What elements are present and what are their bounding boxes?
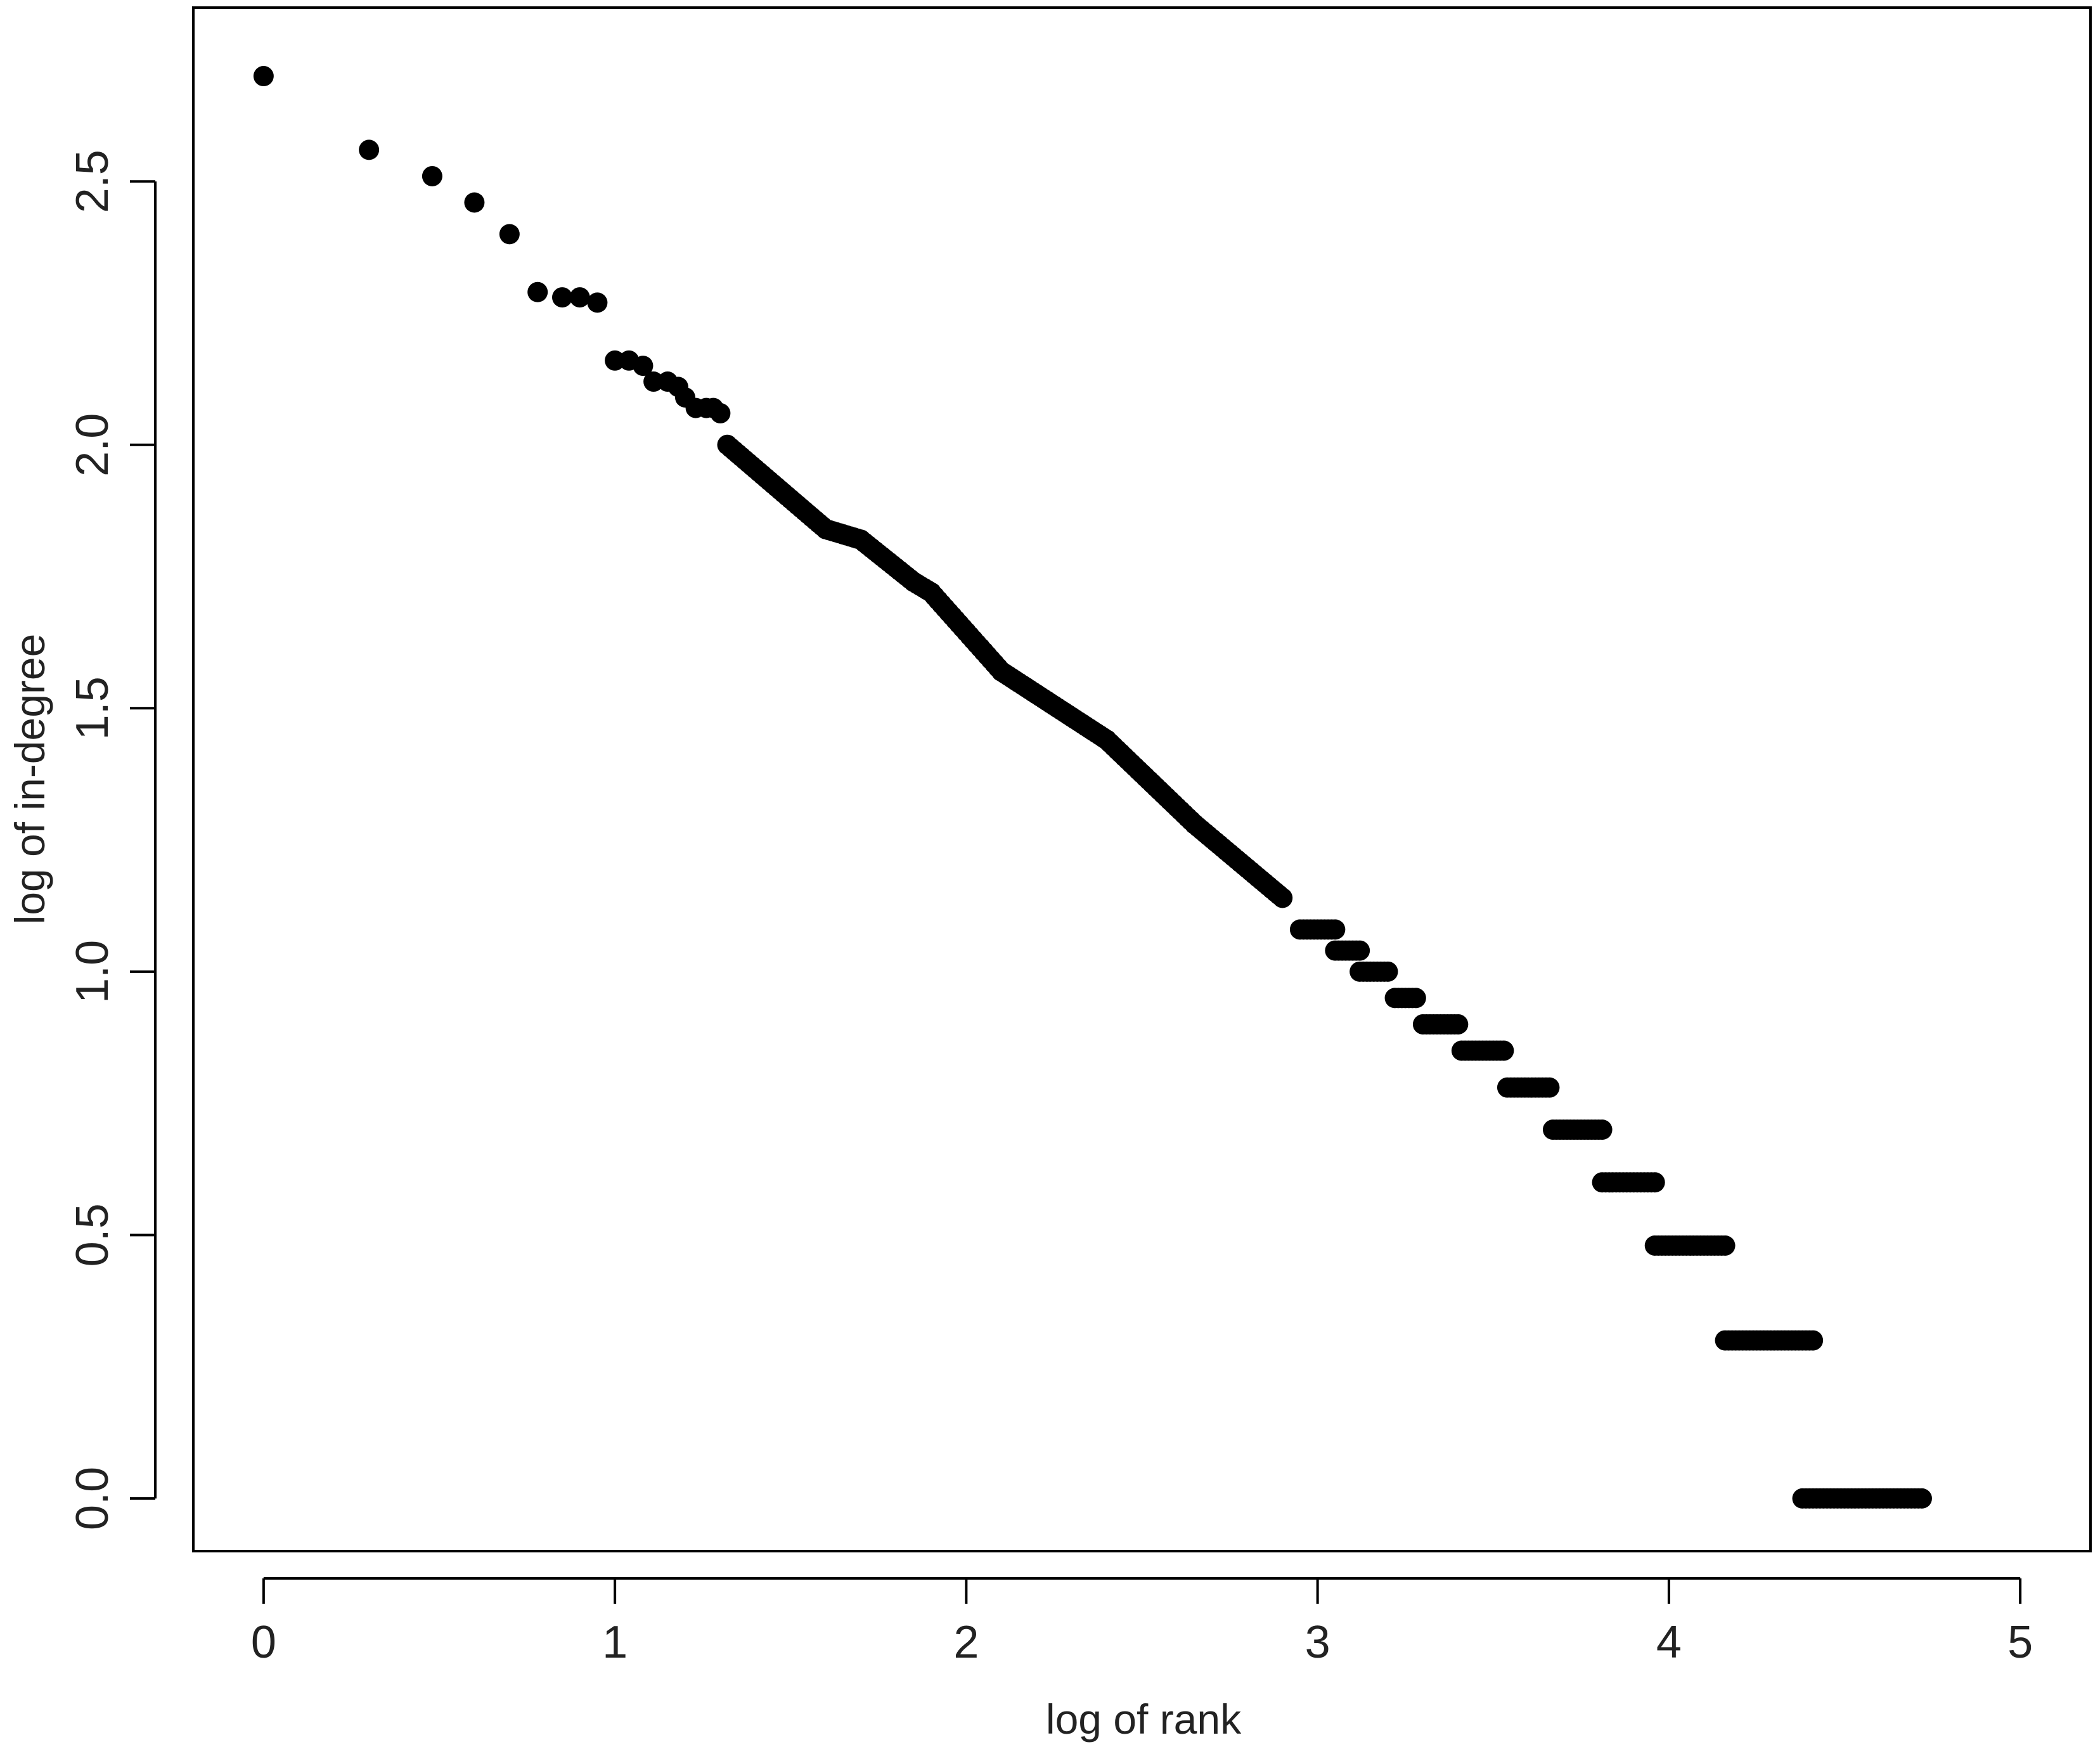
x-tick-label: 2 — [953, 1617, 979, 1668]
x-axis-label: log of rank — [1046, 1696, 1242, 1743]
data-point — [605, 350, 626, 371]
data-point — [710, 403, 731, 423]
data-point — [587, 292, 608, 313]
data-point — [1405, 988, 1426, 1009]
y-tick-label: 2.0 — [67, 413, 118, 477]
x-tick-label: 5 — [2007, 1617, 2033, 1668]
data-point — [1350, 940, 1370, 961]
data-point — [359, 139, 380, 160]
data-point — [569, 287, 590, 308]
data-point — [633, 356, 654, 377]
x-axis: 0 1 2 3 4 5 — [251, 1577, 2033, 1668]
data-point — [1911, 1488, 1932, 1509]
data-point — [499, 224, 520, 245]
data-point — [1539, 1077, 1560, 1098]
y-tick-label: 2.5 — [67, 150, 118, 213]
x-tick-label: 3 — [1305, 1617, 1330, 1668]
data-point — [1448, 1014, 1469, 1035]
data-point — [527, 281, 548, 302]
data-point — [1493, 1040, 1514, 1061]
data-point — [422, 165, 442, 186]
y-tick-label: 1.5 — [67, 676, 118, 740]
data-point — [1272, 887, 1293, 908]
y-axis-label: log of in-degree — [6, 634, 53, 925]
plot-area-frame — [192, 6, 2092, 1552]
data-point — [1715, 1235, 1736, 1256]
y-tick-label: 0.0 — [67, 1467, 118, 1530]
data-point — [1803, 1330, 1824, 1351]
data-point — [1377, 961, 1398, 982]
x-tick-label: 0 — [251, 1617, 276, 1668]
x-tick-label: 1 — [602, 1617, 628, 1668]
data-point — [1644, 1172, 1665, 1193]
x-tick-label: 4 — [1656, 1617, 1682, 1668]
data-point — [551, 287, 572, 308]
data-point — [1325, 919, 1346, 940]
data-points — [253, 66, 1932, 1509]
data-point — [464, 192, 485, 213]
y-tick-label: 1.0 — [67, 940, 118, 1003]
data-point — [1592, 1119, 1613, 1140]
y-tick-label: 0.5 — [67, 1203, 118, 1267]
data-point — [643, 371, 664, 392]
y-axis: 0.0 0.5 1.0 1.5 2.0 2.5 — [67, 150, 157, 1530]
data-point — [253, 66, 274, 87]
